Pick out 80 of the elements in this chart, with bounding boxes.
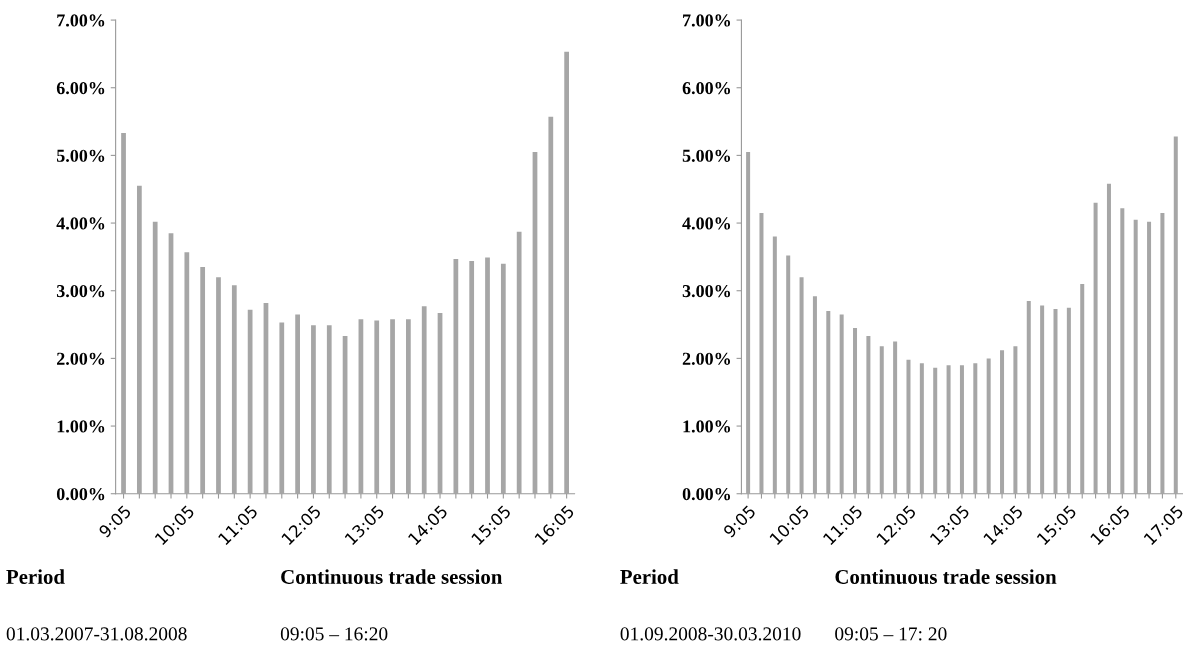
y-tick-label: 3.00%	[56, 284, 105, 298]
bar	[1173, 136, 1178, 494]
bar	[906, 359, 911, 494]
bar	[853, 327, 858, 494]
bar	[1026, 300, 1031, 494]
y-tick-label: 0.00%	[682, 487, 731, 501]
bar	[152, 221, 158, 494]
bar	[295, 314, 300, 494]
bar	[548, 116, 554, 494]
bar	[390, 319, 395, 494]
text: Continuous trade session	[281, 569, 503, 584]
bar	[453, 258, 459, 494]
bar	[500, 263, 506, 494]
bar	[959, 365, 964, 494]
text: Period	[620, 569, 679, 584]
text: 01.03.2007-31.08.2008	[6, 627, 187, 641]
text: 09:05 – 17: 20	[835, 627, 947, 641]
bar	[986, 358, 991, 494]
bar	[1147, 221, 1152, 494]
bar	[799, 277, 804, 494]
bar	[184, 252, 190, 494]
bar	[1013, 346, 1018, 494]
bar	[759, 212, 764, 494]
y-tick-label: 3.00%	[682, 284, 731, 298]
bar	[866, 336, 871, 494]
bar	[746, 152, 751, 494]
bar	[1000, 350, 1005, 494]
bar	[1120, 208, 1125, 494]
bar	[879, 346, 884, 494]
y-tick-label: 2.00%	[57, 352, 105, 365]
bar	[1080, 283, 1085, 494]
bar	[1066, 307, 1071, 494]
y-tick-label: 7.00%	[57, 14, 105, 27]
bar	[485, 257, 490, 494]
bar	[946, 365, 951, 494]
y-tick-label: 6.00%	[56, 81, 105, 95]
bar	[231, 285, 237, 494]
bar	[1053, 309, 1058, 494]
bar	[1093, 202, 1098, 494]
y-tick-label: 5.00%	[682, 149, 731, 162]
text: Continuous trade session	[835, 569, 1057, 584]
bar	[216, 277, 221, 494]
bar	[136, 185, 142, 494]
bar	[1160, 212, 1165, 494]
bar	[406, 319, 411, 494]
bar	[1106, 183, 1111, 494]
bar	[786, 255, 791, 494]
y-tick-label: 1.00%	[683, 420, 731, 433]
y-tick-label: 5.00%	[56, 149, 105, 162]
y-tick-label: 7.00%	[683, 14, 731, 27]
bar	[279, 322, 285, 494]
text: Period	[6, 569, 65, 584]
bar	[826, 311, 831, 494]
y-tick-label: 0.00%	[56, 487, 105, 501]
bar	[772, 236, 777, 494]
y-tick-label: 1.00%	[57, 420, 105, 433]
text: 09:05 – 16:20	[280, 627, 388, 641]
bar	[200, 267, 206, 494]
bar	[121, 133, 126, 494]
bar	[973, 363, 978, 494]
bar	[933, 367, 938, 494]
bar	[516, 231, 522, 494]
y-tick-label: 2.00%	[682, 352, 731, 365]
y-tick-label: 6.00%	[682, 81, 731, 95]
y-tick-label: 4.00%	[682, 217, 731, 230]
bar	[326, 325, 332, 494]
bar	[564, 51, 570, 494]
bar	[421, 306, 427, 494]
bar	[839, 314, 844, 494]
bar	[469, 260, 475, 494]
bar	[311, 325, 316, 494]
bar	[247, 309, 253, 494]
text: 01.09.2008-30.03.2010	[620, 627, 801, 641]
bar	[1133, 219, 1138, 494]
bar	[919, 363, 924, 494]
bar	[893, 341, 898, 494]
bar	[374, 320, 380, 494]
y-tick-label: 4.00%	[56, 217, 105, 230]
bar	[1040, 305, 1045, 494]
bar	[812, 296, 817, 494]
